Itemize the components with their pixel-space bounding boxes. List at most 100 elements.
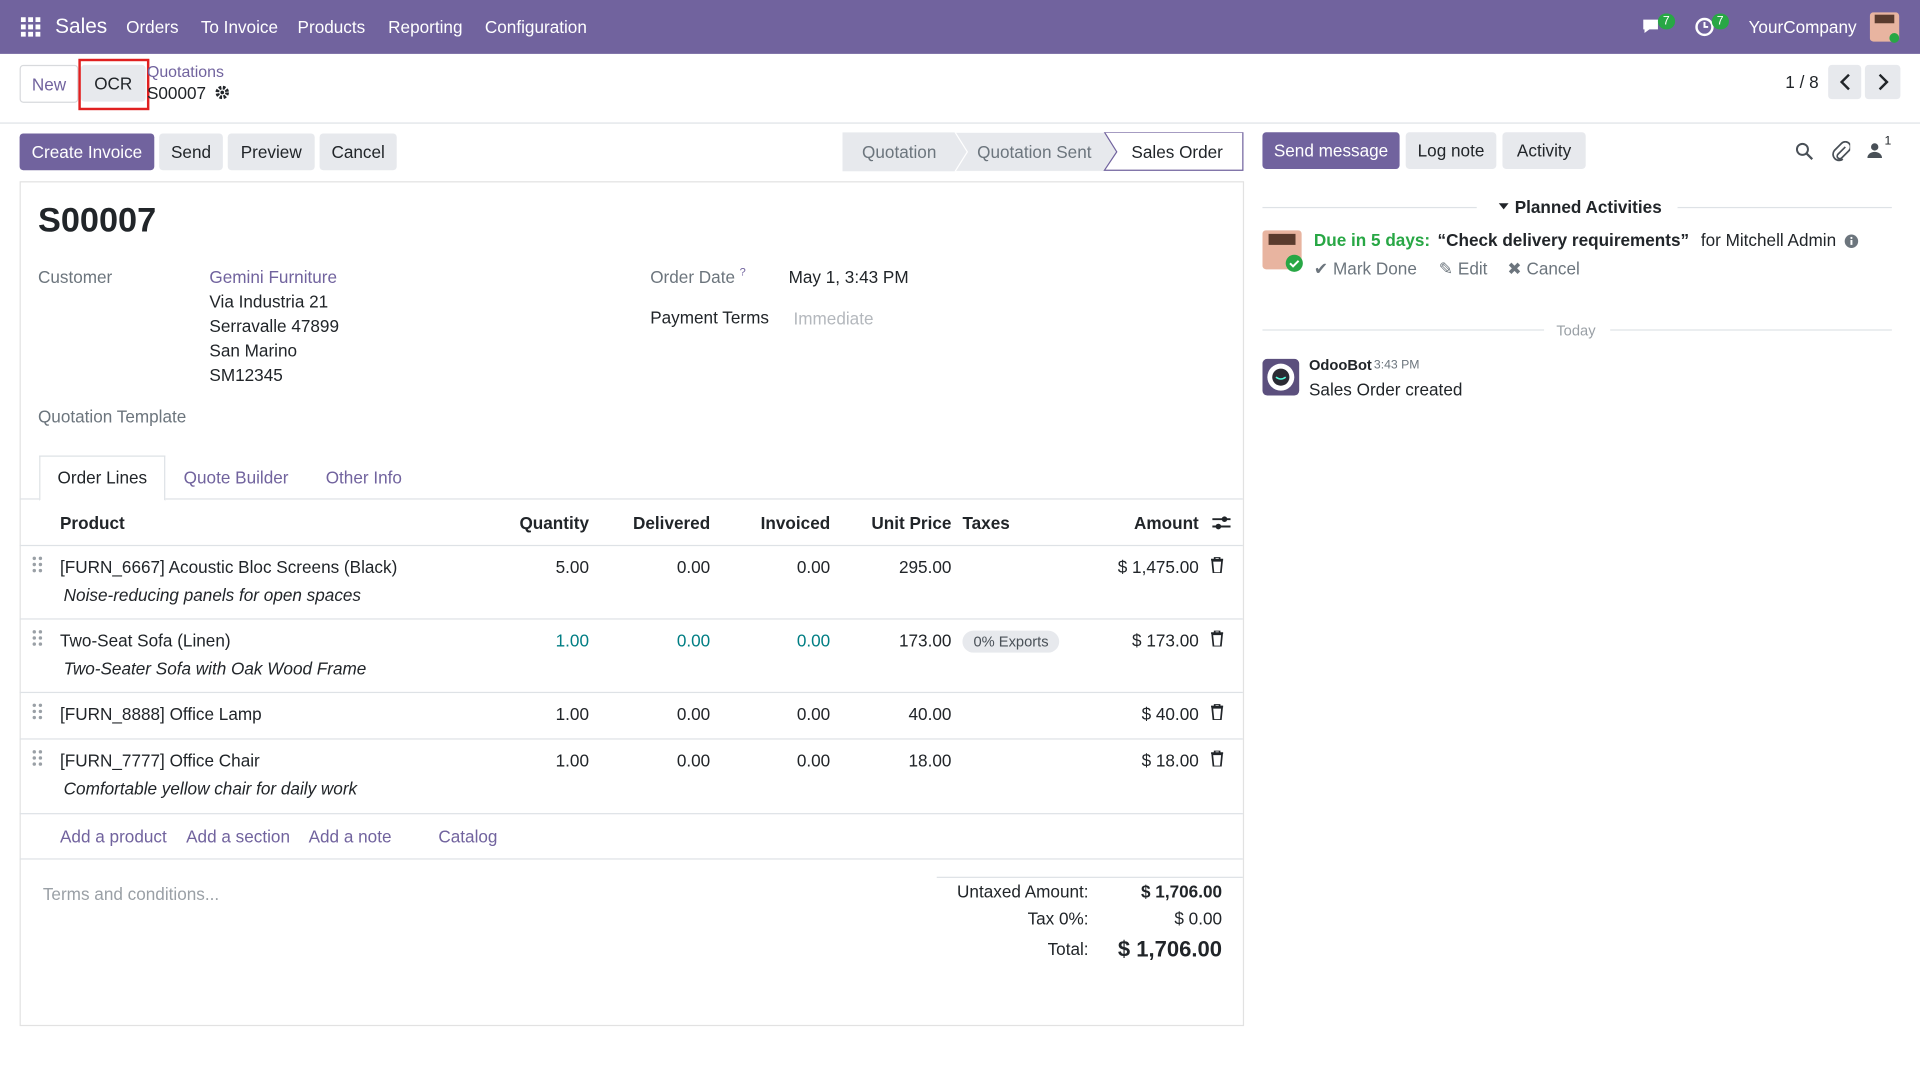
new-button[interactable]: New [19,64,79,103]
amount: $ 40.00 [1141,704,1199,724]
amount: $ 173.00 [1132,630,1199,651]
activity-action[interactable]: ✔ Mark Done [1313,258,1417,278]
status[interactable]: Quotation [862,142,937,162]
status[interactable]: Quotation Sent [977,142,1092,162]
label: Cancel [1526,258,1580,278]
total-value: $ 0.00 [1174,908,1223,929]
gear-icon[interactable] [214,84,230,100]
tab-active[interactable] [39,455,166,501]
terms-placeholder[interactable]: Terms and conditions... [42,884,220,904]
statusbar [842,132,1244,172]
menu-item[interactable]: Products [297,17,366,37]
message-author[interactable]: OdooBot [1308,356,1372,374]
preview-button[interactable]: Preview [227,133,315,171]
invoiced: 0.00 [796,750,831,771]
form-title: S00007 [37,200,157,239]
drag-handle[interactable] [32,703,44,725]
optional-columns-icon[interactable] [1212,514,1231,531]
address-line: SM12345 [209,364,283,385]
status-active[interactable]: Sales Order [1131,142,1223,162]
drag-handle[interactable] [32,749,44,771]
label: Send [170,142,212,162]
highlight-box [78,58,150,111]
product[interactable]: Two-Seat Sofa (Linen) [60,630,231,651]
activity-button[interactable]: Activity [1502,132,1586,169]
field-label: Payment Terms [650,307,769,327]
tab[interactable]: Quote Builder [183,467,289,488]
menu-item[interactable]: To Invoice [200,17,279,37]
prev-button[interactable] [1828,64,1862,100]
tax-badge: 0% Exports [962,630,1060,653]
totals-line [936,876,1243,878]
drag-handle[interactable] [32,629,44,651]
menu-item[interactable]: Configuration [484,17,587,37]
order-date[interactable]: May 1, 3:43 PM [788,266,909,287]
send-message-button[interactable]: Send message [1262,132,1400,169]
followers-icon[interactable] [1867,142,1883,159]
planned-header[interactable]: Planned Activities [1514,197,1662,217]
field-label: Quotation Template [37,406,187,427]
drag-handle[interactable] [32,556,44,578]
log-note-button[interactable]: Log note [1405,132,1497,169]
help-icon[interactable]: ? [739,265,746,278]
customer-link[interactable]: Gemini Furniture [209,266,338,287]
info-icon[interactable] [1844,234,1859,249]
send-button[interactable]: Send [159,133,223,171]
tab-line [19,498,1243,500]
row-line [19,813,1243,815]
user-avatar[interactable] [1869,12,1902,44]
unit-price[interactable]: 295.00 [898,557,952,577]
cancel-button[interactable]: Cancel [319,133,397,171]
search-icon[interactable] [1795,142,1815,162]
add-link[interactable]: Add a note [308,826,392,847]
add-link[interactable]: Add a product [60,826,167,847]
product[interactable]: [FURN_8888] Office Lamp [60,704,262,724]
activities-icon[interactable] [1695,16,1717,38]
status-bg [954,132,1118,172]
tab[interactable]: Order Lines [57,467,148,488]
separator [1610,329,1892,331]
address-line: Via Industria 21 [209,291,329,312]
unit-price[interactable]: 40.00 [908,704,952,724]
chevron [1839,73,1850,91]
delete-icon[interactable] [1211,629,1224,651]
column-header: Invoiced [760,513,831,533]
status-bg [1103,132,1244,171]
unit-price[interactable]: 173.00 [898,630,952,651]
label: Send message [1273,140,1389,161]
add-link[interactable]: Add a section [186,826,291,847]
apps-icon[interactable] [20,17,41,37]
total-value: $ 1,706.00 [1141,881,1223,902]
product[interactable]: [FURN_7777] Office Chair [60,750,260,771]
tab[interactable]: Other Info [325,467,402,488]
column-header: Product [60,513,125,533]
separator [1262,329,1545,331]
add-link[interactable]: Catalog [438,826,498,847]
delete-icon[interactable] [1211,556,1224,578]
quantity[interactable]: 1.00 [555,704,589,724]
quantity[interactable]: 5.00 [555,557,589,577]
menu-item[interactable]: Reporting [388,17,463,37]
product[interactable]: [FURN_6667] Acoustic Bloc Screens (Black… [60,557,398,577]
message-time: 3:43 PM [1373,358,1420,373]
attachment-icon[interactable] [1831,140,1851,162]
pager[interactable]: 1 / 8 [1785,72,1819,92]
quantity[interactable]: 1.00 [555,750,589,771]
unit-price[interactable]: 18.00 [908,750,952,771]
company[interactable]: YourCompany [1748,17,1857,37]
ocr-button[interactable]: OCR [80,64,146,102]
row-line [19,618,1243,620]
breadcrumb[interactable]: Quotations [146,62,224,81]
delete-icon[interactable] [1211,703,1224,725]
messages-icon[interactable] [1641,16,1665,38]
activity-action[interactable]: ✖ Cancel [1507,258,1580,278]
total-label: Total: [1047,939,1089,959]
delete-icon[interactable] [1211,749,1224,771]
app-name[interactable]: Sales [55,14,108,38]
menu-item[interactable]: Orders [126,17,179,37]
create-invoice-button[interactable]: Create Invoice [19,133,155,171]
quantity[interactable]: 1.00 [555,630,589,651]
next-button[interactable] [1864,64,1901,100]
activity-action[interactable]: ✎ Edit [1438,258,1488,278]
placeholder[interactable]: Immediate [793,308,874,329]
